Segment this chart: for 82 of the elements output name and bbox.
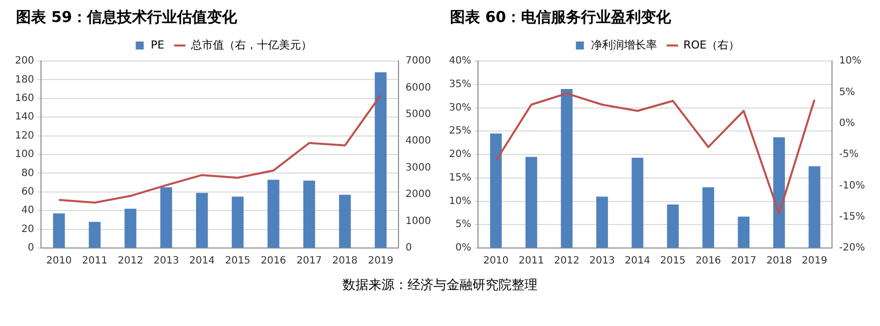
bar bbox=[88, 222, 101, 248]
x-tick-label: 2013 bbox=[589, 256, 615, 267]
x-tick-label: 2014 bbox=[189, 256, 215, 267]
y2-tick-label: 3000 bbox=[406, 162, 432, 174]
bar bbox=[303, 180, 316, 248]
chart-title: 图表 59：信息技术行业估值变化 bbox=[16, 8, 238, 28]
y2-tick-label: 5000 bbox=[406, 109, 432, 120]
bar bbox=[160, 187, 172, 248]
x-tick-label: 2016 bbox=[696, 256, 722, 267]
bar bbox=[339, 194, 351, 248]
bar bbox=[232, 196, 244, 248]
x-tick-label: 2016 bbox=[260, 256, 286, 267]
x-tick-label: 2019 bbox=[802, 256, 828, 267]
y2-tick-label: 1000 bbox=[406, 216, 432, 227]
x-tick-label: 2018 bbox=[332, 256, 358, 267]
y-tick-label: 180 bbox=[14, 74, 34, 86]
x-tick-label: 2015 bbox=[224, 256, 250, 267]
y2-tick-label: 7000 bbox=[406, 56, 432, 67]
y2-tick-label: -5% bbox=[839, 149, 859, 160]
x-tick-label: 2018 bbox=[766, 256, 792, 267]
y2-tick-label: 10% bbox=[839, 56, 862, 67]
x-tick-label: 2017 bbox=[730, 256, 756, 267]
x-tick-label: 2011 bbox=[518, 256, 544, 267]
y2-tick-label: 0% bbox=[839, 118, 856, 129]
bar bbox=[808, 166, 820, 248]
x-tick-label: 2017 bbox=[296, 256, 322, 267]
bar bbox=[53, 213, 65, 248]
y2-tick-label: -15% bbox=[839, 211, 866, 222]
x-tick-label: 2013 bbox=[153, 256, 179, 267]
x-tick-label: 2012 bbox=[554, 256, 580, 267]
bar bbox=[525, 156, 538, 248]
y2-tick-label: -20% bbox=[839, 242, 866, 254]
y2-tick-label: 0 bbox=[406, 242, 412, 254]
y-tick-label: 30% bbox=[448, 102, 472, 114]
chart-title: 图表 60：电信服务行业盈利变化 bbox=[450, 8, 672, 28]
y-tick-label: 10% bbox=[448, 196, 472, 207]
x-tick-label: 2015 bbox=[660, 256, 686, 267]
y-tick-label: 160 bbox=[14, 92, 34, 104]
bar bbox=[667, 204, 679, 248]
y-tick-label: 140 bbox=[14, 112, 34, 123]
x-tick-label: 2010 bbox=[483, 256, 509, 267]
y-tick-label: 15% bbox=[448, 172, 472, 184]
y-tick-label: 40% bbox=[448, 56, 472, 67]
bar bbox=[560, 89, 573, 248]
y-tick-label: 60 bbox=[21, 186, 34, 198]
y-tick-label: 120 bbox=[14, 130, 34, 142]
legend-label: PE bbox=[150, 38, 164, 52]
bar bbox=[738, 216, 750, 248]
y-tick-label: 20% bbox=[448, 149, 472, 160]
legend-label: ROE（右） bbox=[683, 38, 740, 52]
bar bbox=[702, 187, 714, 248]
bar bbox=[268, 180, 280, 248]
legend-label: 净利润增长率 bbox=[590, 38, 657, 52]
y2-tick-label: -10% bbox=[839, 180, 866, 192]
y-tick-label: 40 bbox=[21, 205, 34, 216]
bar bbox=[632, 158, 644, 248]
y2-tick-label: 6000 bbox=[406, 82, 432, 94]
y-tick-label: 20 bbox=[21, 224, 34, 235]
y-tick-label: 0 bbox=[28, 242, 34, 254]
y-tick-label: 25% bbox=[448, 126, 472, 137]
y2-tick-label: 5% bbox=[839, 86, 856, 98]
x-tick-label: 2012 bbox=[118, 256, 144, 267]
bar bbox=[124, 208, 136, 248]
y-tick-label: 80 bbox=[21, 168, 34, 179]
bar bbox=[596, 196, 608, 248]
x-tick-label: 2014 bbox=[624, 256, 650, 267]
y-tick-label: 5% bbox=[455, 219, 472, 230]
y2-tick-label: 4000 bbox=[406, 136, 432, 147]
x-tick-label: 2019 bbox=[368, 256, 394, 267]
bar bbox=[374, 72, 387, 248]
y2-tick-label: 2000 bbox=[406, 189, 432, 200]
legend-label: 总市值（右，十亿美元） bbox=[190, 38, 312, 52]
bar bbox=[773, 137, 785, 248]
y-tick-label: 200 bbox=[14, 56, 34, 67]
bar bbox=[196, 192, 208, 248]
y-tick-label: 0% bbox=[455, 242, 472, 254]
source-note: 数据来源：经济与金融研究院整理 bbox=[342, 277, 538, 294]
y-tick-label: 100 bbox=[14, 149, 34, 160]
x-tick-label: 2010 bbox=[46, 256, 72, 267]
x-tick-label: 2011 bbox=[82, 256, 108, 267]
bar bbox=[490, 133, 502, 248]
y-tick-label: 35% bbox=[448, 78, 472, 90]
